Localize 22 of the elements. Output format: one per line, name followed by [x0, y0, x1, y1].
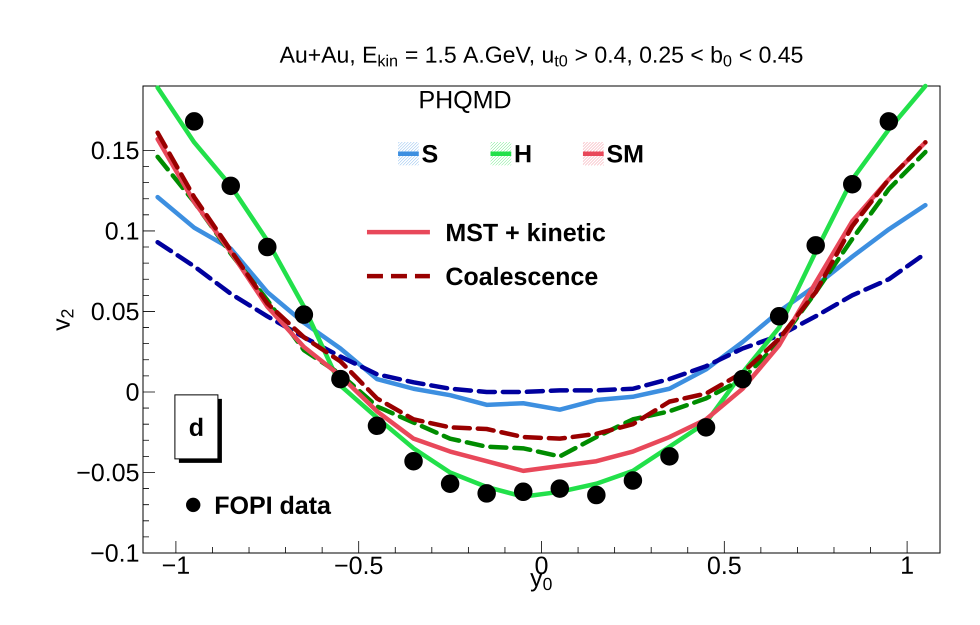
annotation: Coalescence: [446, 266, 598, 286]
annotation: d: [190, 418, 202, 436]
legend-label: H: [516, 145, 530, 162]
chart-title: Au+Au, E$_{kin}$ = 1.5 A.GeV, u$_{t0}$ > 0.4, 0.25 < b$_{0}$ < 0.45: [280, 46, 802, 66]
x-tick-label: 0.5: [708, 556, 741, 574]
y-tick-label: 0: [126, 383, 138, 401]
x-tick-label: 0: [536, 556, 548, 574]
x-tick-label: 1: [902, 556, 913, 574]
x-tick-label: −0.5: [335, 556, 382, 574]
y-tick-label: −0.1: [91, 544, 138, 562]
legend-label: SM: [607, 144, 642, 163]
legend-label: FOPI data: [216, 496, 332, 514]
legend-label: S: [422, 144, 438, 163]
y-axis-title: v$_{2}$: [56, 310, 74, 331]
y-tick-label: 0.1: [106, 222, 138, 240]
x-tick-label: −1: [162, 556, 189, 574]
y-tick-label: 0.05: [92, 302, 138, 320]
annotation: MST + kinetic: [447, 222, 606, 242]
y-tick-label: −0.05: [77, 464, 138, 482]
y-tick-label: 0.15: [92, 142, 138, 160]
legend-title: PHQMD: [420, 90, 510, 113]
x-axis-title: y$_{0}$: [530, 573, 552, 592]
